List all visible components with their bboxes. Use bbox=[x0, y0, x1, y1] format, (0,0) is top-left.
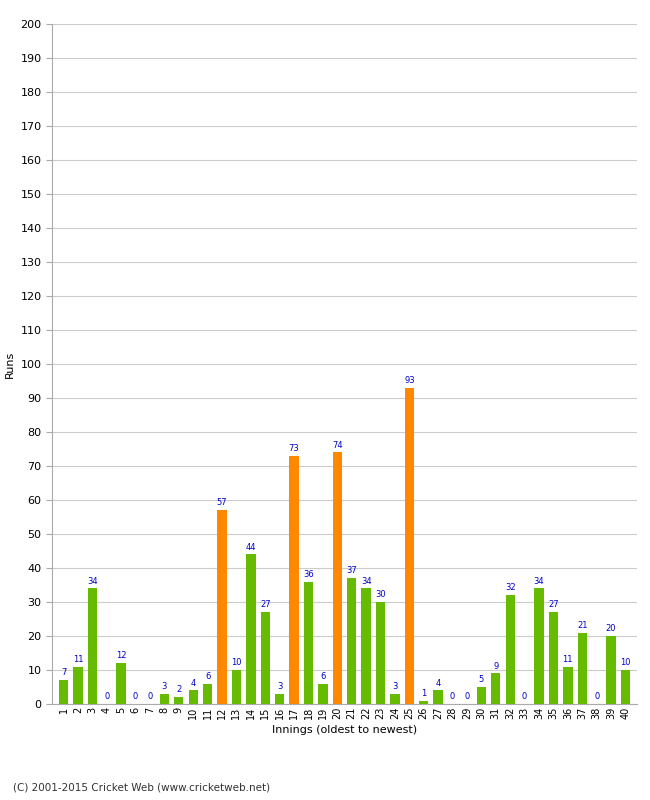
Text: 27: 27 bbox=[260, 601, 270, 610]
Text: 0: 0 bbox=[594, 692, 599, 702]
Bar bbox=[174, 697, 183, 704]
Bar bbox=[476, 687, 486, 704]
Bar bbox=[289, 456, 299, 704]
Bar bbox=[434, 690, 443, 704]
Text: 0: 0 bbox=[522, 692, 527, 702]
Text: 34: 34 bbox=[361, 577, 371, 586]
Text: 36: 36 bbox=[303, 570, 314, 579]
Text: 57: 57 bbox=[216, 498, 228, 507]
Bar bbox=[261, 612, 270, 704]
Bar bbox=[361, 589, 370, 704]
Text: 32: 32 bbox=[505, 583, 515, 593]
Bar bbox=[390, 694, 400, 704]
Text: 6: 6 bbox=[320, 672, 326, 681]
Bar bbox=[59, 680, 68, 704]
Text: 0: 0 bbox=[148, 692, 153, 702]
Bar bbox=[116, 663, 126, 704]
Text: 73: 73 bbox=[289, 444, 300, 453]
Bar bbox=[246, 554, 255, 704]
Bar bbox=[318, 683, 328, 704]
Y-axis label: Runs: Runs bbox=[5, 350, 15, 378]
Text: 5: 5 bbox=[479, 675, 484, 684]
Text: 11: 11 bbox=[73, 655, 83, 664]
Bar bbox=[188, 690, 198, 704]
Text: 1: 1 bbox=[421, 689, 426, 698]
Bar bbox=[621, 670, 630, 704]
Text: 44: 44 bbox=[246, 542, 256, 552]
Text: 9: 9 bbox=[493, 662, 499, 670]
Text: 30: 30 bbox=[375, 590, 386, 599]
Bar bbox=[606, 636, 616, 704]
Text: 21: 21 bbox=[577, 621, 588, 630]
Text: 0: 0 bbox=[450, 692, 455, 702]
Bar bbox=[534, 589, 543, 704]
Text: 34: 34 bbox=[87, 577, 98, 586]
Text: 3: 3 bbox=[277, 682, 282, 691]
Bar bbox=[160, 694, 169, 704]
Text: 27: 27 bbox=[548, 601, 559, 610]
Text: 6: 6 bbox=[205, 672, 211, 681]
Text: 20: 20 bbox=[606, 624, 616, 634]
Bar bbox=[333, 452, 342, 704]
Bar bbox=[549, 612, 558, 704]
Bar bbox=[563, 666, 573, 704]
Text: 2: 2 bbox=[176, 686, 181, 694]
Bar bbox=[376, 602, 385, 704]
Text: 93: 93 bbox=[404, 376, 415, 385]
Bar bbox=[506, 595, 515, 704]
Text: 4: 4 bbox=[190, 678, 196, 688]
Text: 12: 12 bbox=[116, 651, 126, 661]
Bar bbox=[275, 694, 284, 704]
Text: 4: 4 bbox=[436, 678, 441, 688]
Text: 37: 37 bbox=[346, 566, 357, 575]
Text: 10: 10 bbox=[620, 658, 630, 667]
Bar bbox=[347, 578, 356, 704]
Bar bbox=[232, 670, 241, 704]
Text: 7: 7 bbox=[61, 669, 66, 678]
Text: 3: 3 bbox=[162, 682, 167, 691]
Bar bbox=[203, 683, 213, 704]
Bar bbox=[217, 510, 227, 704]
Text: 0: 0 bbox=[104, 692, 109, 702]
Text: 3: 3 bbox=[392, 682, 398, 691]
Bar bbox=[419, 701, 428, 704]
Bar bbox=[88, 589, 97, 704]
Text: 10: 10 bbox=[231, 658, 242, 667]
Text: (C) 2001-2015 Cricket Web (www.cricketweb.net): (C) 2001-2015 Cricket Web (www.cricketwe… bbox=[13, 782, 270, 792]
Bar bbox=[578, 633, 587, 704]
Text: 11: 11 bbox=[563, 655, 573, 664]
Text: 0: 0 bbox=[464, 692, 469, 702]
Text: 74: 74 bbox=[332, 441, 343, 450]
Bar bbox=[405, 388, 414, 704]
Bar bbox=[304, 582, 313, 704]
Bar bbox=[491, 674, 500, 704]
Text: 34: 34 bbox=[534, 577, 544, 586]
X-axis label: Innings (oldest to newest): Innings (oldest to newest) bbox=[272, 725, 417, 735]
Bar bbox=[73, 666, 83, 704]
Text: 0: 0 bbox=[133, 692, 138, 702]
